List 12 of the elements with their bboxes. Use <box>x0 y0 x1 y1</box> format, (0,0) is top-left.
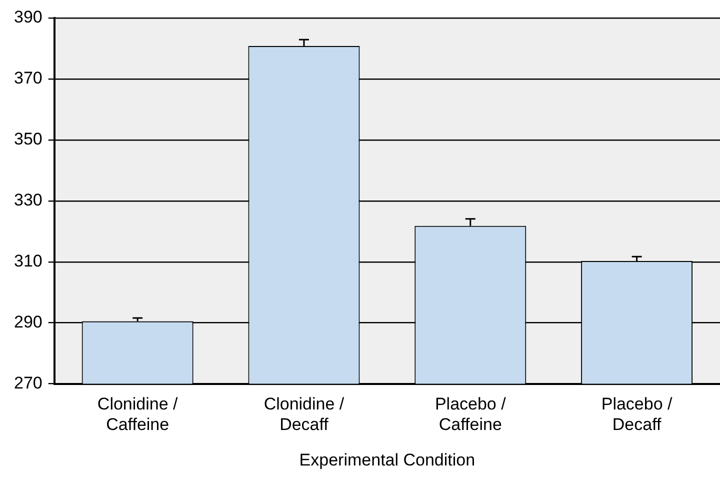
x-tick-label: Placebo / Caffeine <box>434 394 506 434</box>
y-tick-label: 310 <box>14 252 42 271</box>
y-tick-label: 330 <box>14 190 42 210</box>
x-tick-label: Placebo / Decaff <box>601 394 673 434</box>
y-tick-label: 370 <box>14 68 42 88</box>
x-tick-label: Clonidine / Decaff <box>264 394 344 434</box>
y-tick-label: 350 <box>14 130 42 149</box>
y-tick-label: 390 <box>14 8 42 27</box>
x-axis-title: Experimental Condition <box>299 450 476 470</box>
y-tick-label: 290 <box>14 312 42 332</box>
y-tick-label: 270 <box>14 373 42 392</box>
x-tick-label: Clonidine / Caffeine <box>97 394 178 434</box>
